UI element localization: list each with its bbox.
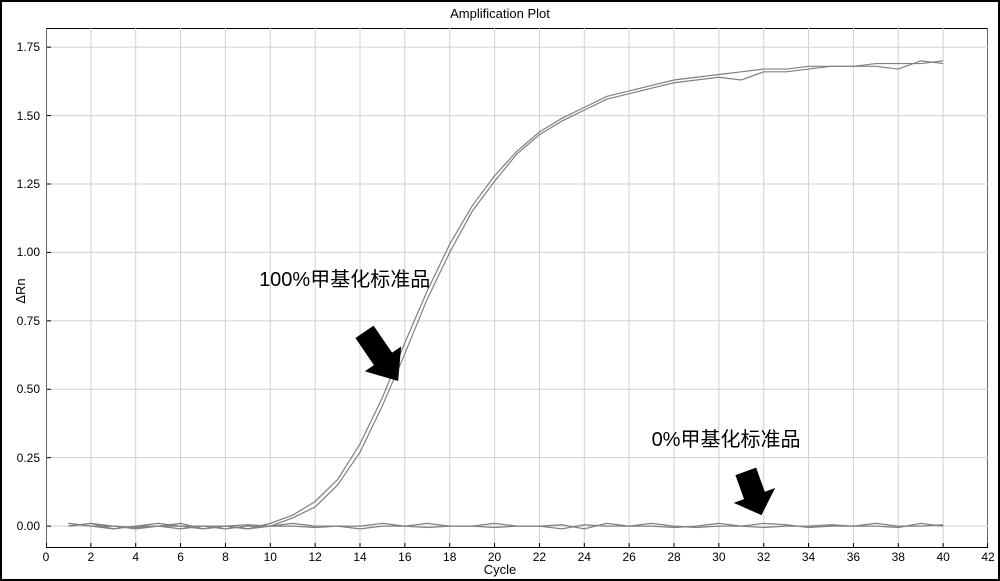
x-tick-label: 34 <box>802 550 815 564</box>
x-tick-label: 28 <box>667 550 680 564</box>
x-tick-label: 6 <box>177 550 184 564</box>
x-tick-label: 12 <box>308 550 321 564</box>
x-tick-label: 36 <box>847 550 860 564</box>
x-tick-label: 14 <box>353 550 366 564</box>
x-tick-label: 42 <box>981 550 994 564</box>
x-axis-label: Cycle <box>2 562 998 577</box>
y-tick-label: 0.00 <box>10 519 40 533</box>
x-tick-label: 18 <box>443 550 456 564</box>
x-tick-label: 24 <box>578 550 591 564</box>
x-tick-label: 0 <box>43 550 50 564</box>
x-tick-label: 30 <box>712 550 725 564</box>
y-tick-label: 1.50 <box>10 109 40 123</box>
y-tick-label: 1.00 <box>10 245 40 259</box>
x-tick-label: 38 <box>892 550 905 564</box>
y-axis-label: ΔRn <box>13 278 28 303</box>
x-tick-label: 4 <box>132 550 139 564</box>
y-tick-label: 0.50 <box>10 382 40 396</box>
x-tick-label: 8 <box>222 550 229 564</box>
annotation-ann-0: 0%甲基化标准品 <box>652 423 801 452</box>
x-tick-label: 16 <box>398 550 411 564</box>
x-tick-label: 26 <box>622 550 635 564</box>
y-tick-label: 0.75 <box>10 314 40 328</box>
x-tick-label: 2 <box>88 550 95 564</box>
x-tick-label: 32 <box>757 550 770 564</box>
x-tick-label: 40 <box>936 550 949 564</box>
annotation-ann-100: 100%甲基化标准品 <box>259 263 430 292</box>
y-tick-label: 1.25 <box>10 177 40 191</box>
y-tick-label: 1.75 <box>10 40 40 54</box>
x-tick-label: 10 <box>264 550 277 564</box>
x-tick-label: 20 <box>488 550 501 564</box>
y-tick-label: 0.25 <box>10 451 40 465</box>
chart-frame: Amplification Plot ΔRn Cycle 0.00 0.25 0.5… <box>0 0 1000 581</box>
plot-area <box>46 28 988 548</box>
chart-title: Amplification Plot <box>2 6 998 21</box>
x-tick-label: 22 <box>533 550 546 564</box>
